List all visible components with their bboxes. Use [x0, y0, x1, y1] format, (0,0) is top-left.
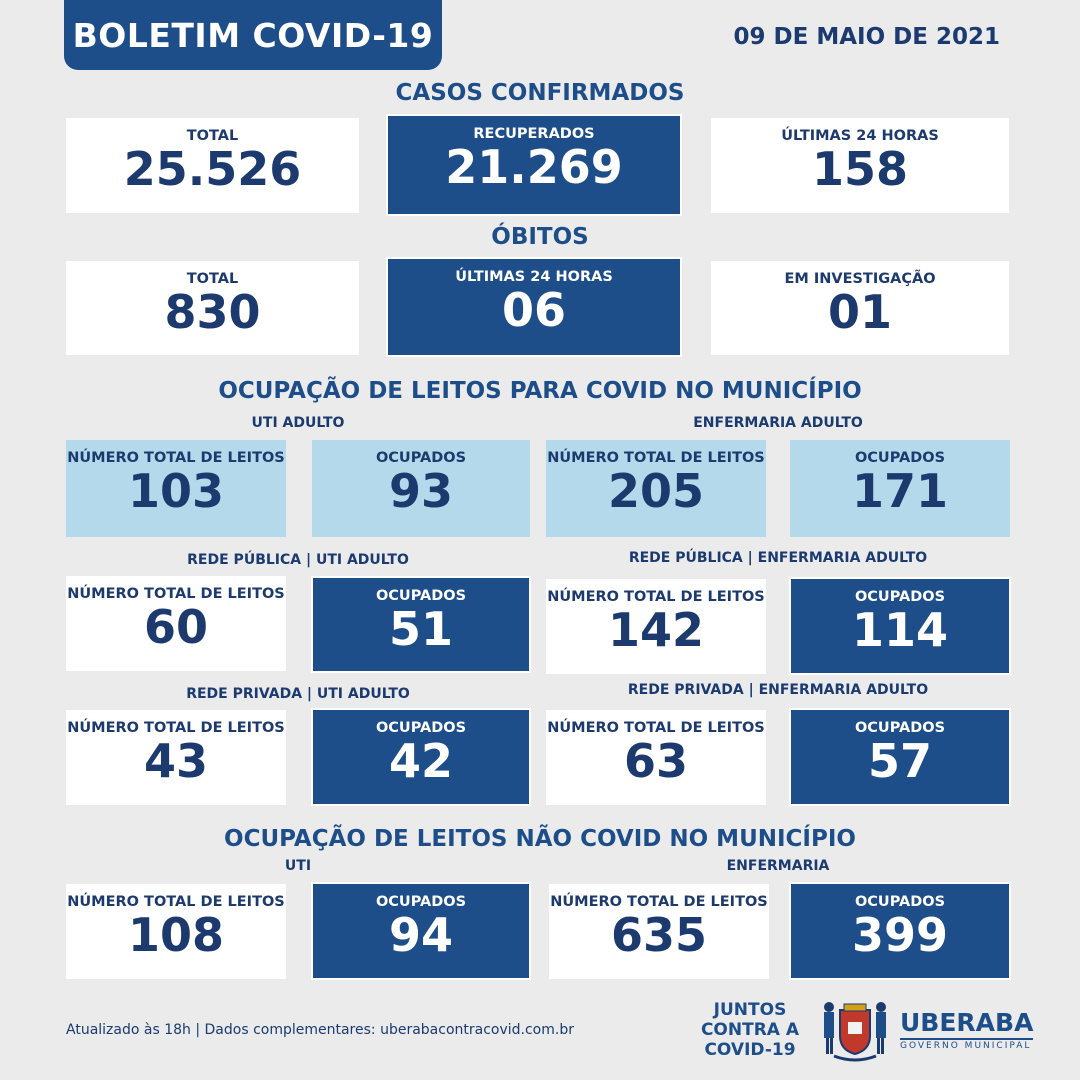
- enfermaria-adulto-total-value: 205: [607, 464, 705, 518]
- enfermaria-adulto-occupied-label: OCUPADOS: [854, 450, 946, 466]
- non-covid-enf-total-label: NÚMERO TOTAL DE LEITOS: [550, 894, 768, 910]
- non-covid-enf-total-card: NÚMERO TOTAL DE LEITOS 635: [549, 884, 769, 979]
- privada-uti-total-label: NÚMERO TOTAL DE LEITOS: [67, 720, 285, 736]
- privada-enf-total-label: NÚMERO TOTAL DE LEITOS: [547, 720, 765, 736]
- footer-note: Atualizado às 18h | Dados complementares…: [66, 1022, 574, 1038]
- deaths-last24-card: ÚLTIMAS 24 HORAS 06: [386, 257, 682, 357]
- non-covid-enf-occupied-label: OCUPADOS: [854, 894, 946, 910]
- deaths-investigation-value: 01: [827, 285, 892, 339]
- uti-adulto-total-card: NÚMERO TOTAL DE LEITOS 103: [66, 440, 286, 537]
- cases-total-card: TOTAL 25.526: [66, 118, 359, 213]
- cases-total-value: 25.526: [123, 142, 302, 196]
- non-covid-enf-occupied-card: OCUPADOS 399: [789, 882, 1011, 980]
- deaths-last24-value: 06: [501, 283, 566, 337]
- non-covid-enf-total-value: 635: [610, 908, 708, 962]
- cases-recovered-value: 21.269: [445, 140, 623, 194]
- city-logo: UBERABA GOVERNO MUNICIPAL: [900, 1008, 1034, 1051]
- non-covid-uti-occupied-label: OCUPADOS: [375, 894, 467, 910]
- city-subtitle: GOVERNO MUNICIPAL: [900, 1038, 1034, 1051]
- non-covid-uti-total-card: NÚMERO TOTAL DE LEITOS 108: [66, 884, 286, 979]
- cases-recovered-card: RECUPERADOS 21.269: [386, 114, 682, 216]
- enfermaria-adulto-occupied-value: 171: [851, 464, 949, 518]
- publica-enf-total-value: 142: [607, 603, 705, 657]
- non-covid-enf-occupied-value: 399: [851, 908, 949, 962]
- non-covid-uti-occupied-card: OCUPADOS 94: [311, 882, 531, 980]
- privada-enf-occupied-label: OCUPADOS: [854, 720, 946, 736]
- publica-uti-total-value: 60: [143, 600, 208, 654]
- deaths-total-card: TOTAL 830: [66, 261, 359, 355]
- uti-adulto-total-value: 103: [127, 464, 225, 518]
- non-covid-uti-heading: UTI: [284, 858, 312, 874]
- non-covid-beds-title: OCUPAÇÃO DE LEITOS NÃO COVID NO MUNICÍPI…: [224, 826, 856, 852]
- privada-uti-heading: REDE PRIVADA | UTI ADULTO: [186, 686, 410, 702]
- privada-enf-occupied-value: 57: [867, 734, 932, 788]
- city-name: UBERABA: [900, 1008, 1034, 1037]
- deaths-section-title: ÓBITOS: [491, 224, 589, 250]
- campaign-line-3: COVID-19: [704, 1040, 796, 1060]
- deaths-total-label: TOTAL: [186, 271, 239, 287]
- cases-total-label: TOTAL: [186, 128, 239, 144]
- covid-beds-title: OCUPAÇÃO DE LEITOS PARA COVID NO MUNICÍP…: [218, 378, 862, 404]
- bulletin-title: BOLETIM COVID-19: [64, 0, 442, 70]
- uti-adulto-occupied-label: OCUPADOS: [375, 450, 467, 466]
- non-covid-uti-total-value: 108: [127, 908, 225, 962]
- publica-uti-total-card: NÚMERO TOTAL DE LEITOS 60: [66, 576, 286, 671]
- privada-enf-total-card: NÚMERO TOTAL DE LEITOS 63: [546, 710, 766, 805]
- campaign-line-1: JUNTOS: [713, 1000, 787, 1020]
- bulletin-date: 09 DE MAIO DE 2021: [733, 24, 1000, 50]
- publica-enf-total-card: NÚMERO TOTAL DE LEITOS 142: [546, 579, 766, 674]
- cases-section-title: CASOS CONFIRMADOS: [395, 80, 685, 106]
- cases-last24-card: ÚLTIMAS 24 HORAS 158: [711, 118, 1009, 213]
- non-covid-uti-occupied-value: 94: [388, 908, 453, 962]
- privada-enf-occupied-card: OCUPADOS 57: [789, 708, 1011, 806]
- privada-enf-heading: REDE PRIVADA | ENFERMARIA ADULTO: [627, 682, 929, 698]
- publica-enf-occupied-label: OCUPADOS: [854, 589, 946, 605]
- campaign-line-2: CONTRA A: [700, 1020, 800, 1040]
- non-covid-uti-total-label: NÚMERO TOTAL DE LEITOS: [67, 894, 285, 910]
- publica-uti-occupied-value: 51: [388, 602, 453, 656]
- privada-enf-total-value: 63: [623, 734, 688, 788]
- publica-enf-heading: REDE PÚBLICA | ENFERMARIA ADULTO: [628, 550, 928, 566]
- campaign-logo: JUNTOS CONTRA A COVID-19: [700, 1000, 800, 1060]
- uti-adulto-occupied-value: 93: [388, 464, 453, 518]
- privada-uti-total-card: NÚMERO TOTAL DE LEITOS 43: [66, 710, 286, 805]
- deaths-investigation-label: EM INVESTIGAÇÃO: [784, 271, 936, 287]
- non-covid-enf-heading: ENFERMARIA: [726, 858, 830, 874]
- uti-adulto-total-label: NÚMERO TOTAL DE LEITOS: [67, 450, 285, 466]
- cases-last24-value: 158: [811, 142, 909, 196]
- city-crest-icon: [824, 1002, 886, 1062]
- enfermaria-adulto-occupied-card: OCUPADOS 171: [790, 440, 1010, 537]
- privada-uti-occupied-label: OCUPADOS: [375, 720, 467, 736]
- publica-enf-total-label: NÚMERO TOTAL DE LEITOS: [547, 589, 765, 605]
- uti-adulto-heading: UTI ADULTO: [251, 415, 345, 431]
- deaths-total-value: 830: [164, 285, 261, 339]
- enfermaria-adulto-heading: ENFERMARIA ADULTO: [693, 415, 863, 431]
- enfermaria-adulto-total-label: NÚMERO TOTAL DE LEITOS: [547, 450, 765, 466]
- publica-uti-occupied-label: OCUPADOS: [375, 588, 467, 604]
- cases-last24-label: ÚLTIMAS 24 HORAS: [781, 128, 939, 144]
- deaths-last24-label: ÚLTIMAS 24 HORAS: [455, 269, 613, 285]
- publica-enf-occupied-value: 114: [851, 603, 949, 657]
- publica-uti-occupied-card: OCUPADOS 51: [311, 576, 531, 673]
- enfermaria-adulto-total-card: NÚMERO TOTAL DE LEITOS 205: [546, 440, 766, 537]
- cases-recovered-label: RECUPERADOS: [473, 126, 595, 142]
- publica-enf-occupied-card: OCUPADOS 114: [789, 577, 1011, 675]
- privada-uti-occupied-value: 42: [388, 734, 453, 788]
- privada-uti-total-value: 43: [143, 734, 208, 788]
- publica-uti-heading: REDE PÚBLICA | UTI ADULTO: [187, 552, 409, 568]
- privada-uti-occupied-card: OCUPADOS 42: [311, 708, 531, 806]
- publica-uti-total-label: NÚMERO TOTAL DE LEITOS: [67, 586, 285, 602]
- deaths-investigation-card: EM INVESTIGAÇÃO 01: [711, 261, 1009, 355]
- uti-adulto-occupied-card: OCUPADOS 93: [312, 440, 530, 537]
